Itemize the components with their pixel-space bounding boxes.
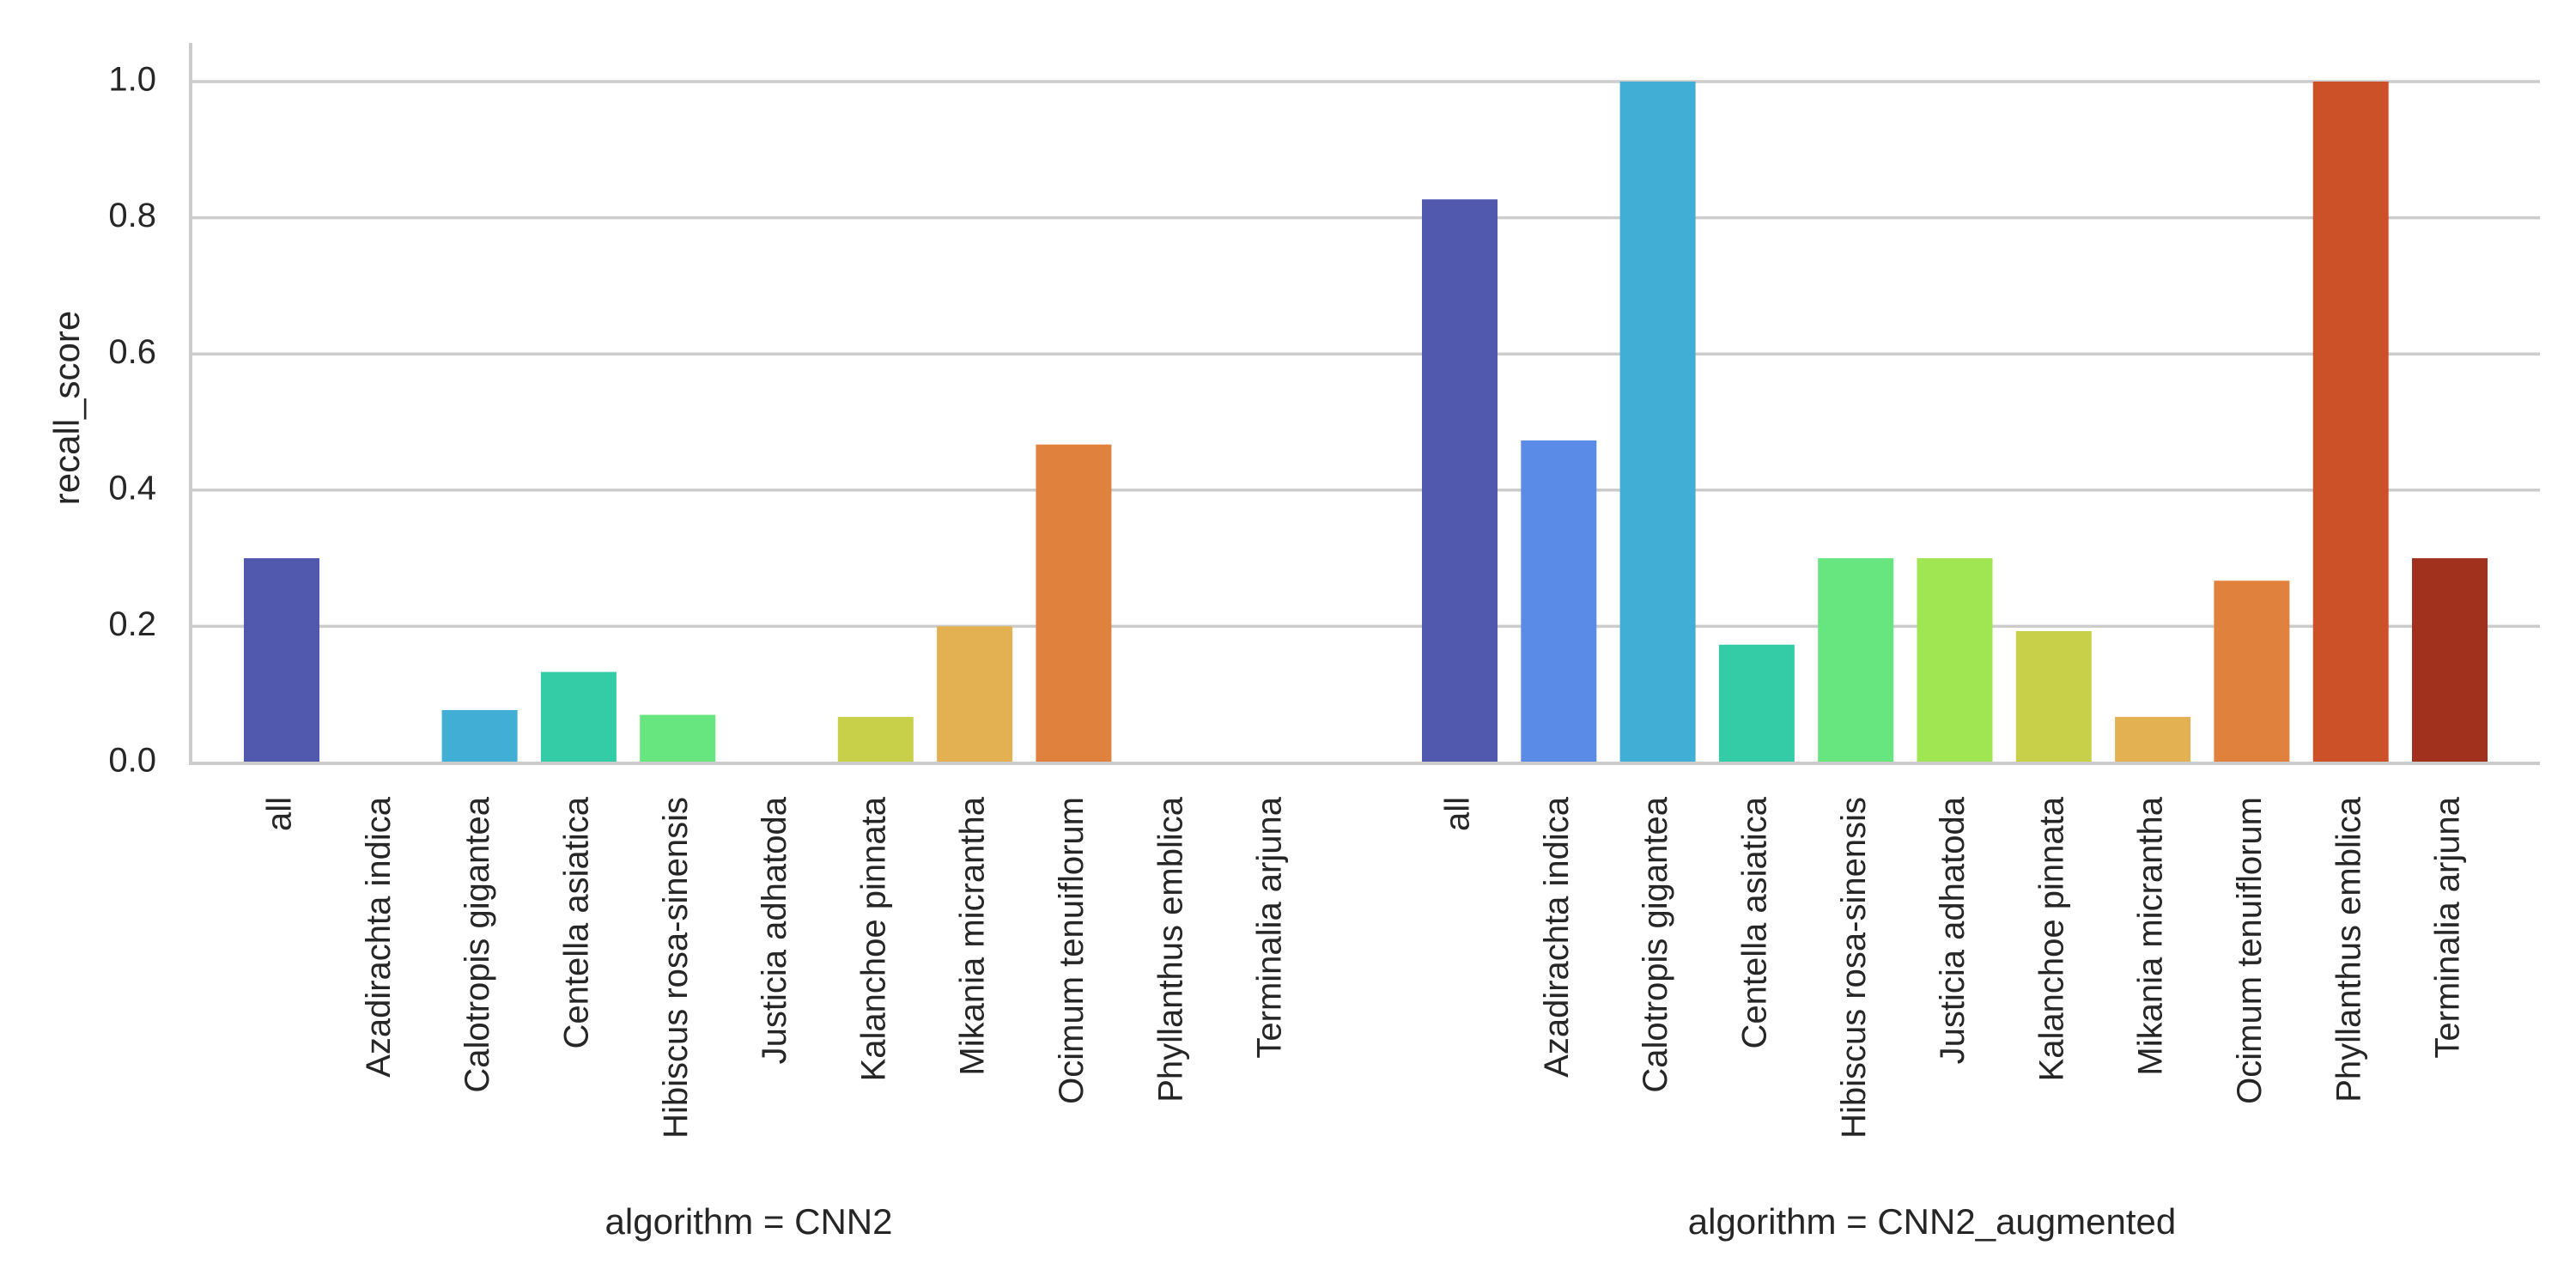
bar: [2015, 630, 2092, 762]
x-tick-label: Phyllanthus emblica: [2330, 796, 2367, 1102]
bar: [244, 558, 319, 762]
x-tick-label: Ocimum tenuiflorum: [2231, 797, 2269, 1104]
bar: [441, 709, 518, 762]
x-tick-label: Calotropis gigantea: [459, 796, 496, 1092]
x-tick-label: Justicia adhatoda: [1934, 796, 1971, 1064]
bar: [2115, 716, 2191, 762]
bar: [1521, 440, 1597, 762]
y-axis-label: recall_score: [46, 311, 87, 505]
x-tick-label: Azadirachta indica: [360, 796, 398, 1078]
y-tick-label: 0.0: [108, 742, 156, 780]
panel-title: algorithm = CNN2_augmented: [1688, 1201, 2176, 1242]
x-tick-label: Azadirachta indica: [1538, 796, 1576, 1078]
x-tick-label: Mikania micrantha: [2132, 796, 2170, 1075]
bar: [540, 671, 617, 762]
y-tick-label: 0.6: [108, 333, 156, 371]
panel-cnn2: all Azadirachta indica Calotropis gigantea…: [108, 43, 1384, 1242]
x-tick-label: Terminalia arjuna: [1251, 796, 1289, 1058]
x-tick-label: Kalanchoe pinnata: [854, 796, 892, 1081]
bar: [2312, 82, 2389, 762]
x-tick-label: Calotropis gigantea: [1637, 796, 1674, 1092]
bar: [1422, 199, 1498, 763]
bar: [1036, 444, 1112, 762]
y-tick-label: 1.0: [108, 61, 156, 99]
x-tick-label: Phyllanthus emblica: [1151, 796, 1189, 1102]
panel-cnn2-augmented: all Azadirachta indica Calotropis gigantea…: [1384, 80, 2540, 1242]
bar: [937, 626, 1013, 762]
x-tick-label: Mikania micrantha: [954, 796, 992, 1075]
x-tick-label: Kalanchoe pinnata: [2032, 796, 2070, 1081]
bar: [2412, 558, 2488, 762]
y-tick-label: 0.4: [108, 469, 156, 507]
y-tick-label: 0.2: [108, 605, 156, 643]
x-tick-label: Justicia adhatoda: [756, 796, 793, 1064]
bar: [1718, 644, 1795, 762]
x-tick-label: Terminalia arjuna: [2429, 796, 2467, 1058]
x-tick-label: Centella asiatica: [557, 796, 595, 1048]
bar: [1917, 558, 1993, 762]
x-tick-label: all: [1439, 797, 1477, 831]
bar: [2214, 580, 2290, 762]
x-tick-label: Hibiscus rosa-sinensis: [1835, 797, 1873, 1139]
bar: [1619, 82, 1696, 762]
x-tick-label: Ocimum tenuiflorum: [1053, 797, 1091, 1104]
x-tick-label: Centella asiatica: [1735, 796, 1773, 1048]
y-tick-label: 0.8: [108, 197, 156, 234]
x-tick-label: all: [261, 797, 299, 831]
bar: [1818, 558, 1894, 762]
bar: [837, 716, 914, 762]
x-tick-label: Hibiscus rosa-sinensis: [657, 797, 695, 1139]
bar: [640, 714, 716, 762]
panel-title: algorithm = CNN2: [605, 1201, 893, 1242]
